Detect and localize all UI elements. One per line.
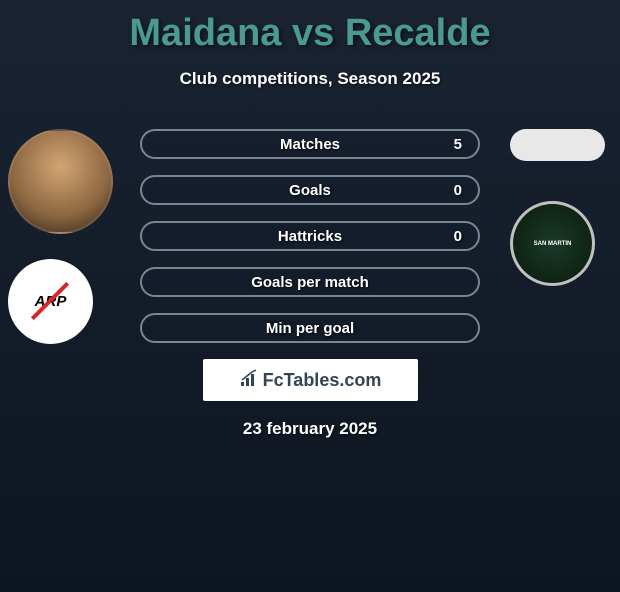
right-player-column: SAN MARTIN [510, 129, 610, 286]
page-title: Maidana vs Recalde [0, 12, 620, 55]
stat-label: Matches [280, 136, 340, 153]
snapshot-date: 23 february 2025 [0, 419, 620, 439]
stat-label: Goals [289, 182, 331, 199]
river-plate-badge-icon: ARP [8, 259, 93, 344]
player2-club-badge: SAN MARTIN [510, 201, 610, 286]
stat-value: 5 [454, 136, 462, 153]
player1-photo [8, 129, 113, 234]
stat-label: Min per goal [266, 320, 354, 337]
stat-row-min-per-goal: Min per goal [140, 313, 480, 343]
badge-text: SAN MARTIN [534, 241, 572, 247]
brand-text: FcTables.com [263, 370, 382, 391]
stat-value: 0 [454, 228, 462, 245]
page-subtitle: Club competitions, Season 2025 [0, 69, 620, 89]
stat-value: 0 [454, 182, 462, 199]
stat-row-goals-per-match: Goals per match [140, 267, 480, 297]
left-player-column: ARP [8, 129, 113, 344]
stat-row-goals: Goals 0 [140, 175, 480, 205]
stat-label: Goals per match [251, 274, 369, 291]
player1-club-badge: ARP [8, 259, 108, 344]
stat-row-hattricks: Hattricks 0 [140, 221, 480, 251]
comparison-area: ARP SAN MARTIN Matches 5 Goals 0 Hattric… [0, 129, 620, 439]
stat-label: Hattricks [278, 228, 342, 245]
brand-attribution: FcTables.com [203, 359, 418, 401]
chart-icon [239, 368, 259, 393]
player2-photo-placeholder [510, 129, 605, 161]
san-martin-badge-icon: SAN MARTIN [510, 201, 595, 286]
stat-row-matches: Matches 5 [140, 129, 480, 159]
stats-list: Matches 5 Goals 0 Hattricks 0 Goals per … [140, 129, 480, 343]
